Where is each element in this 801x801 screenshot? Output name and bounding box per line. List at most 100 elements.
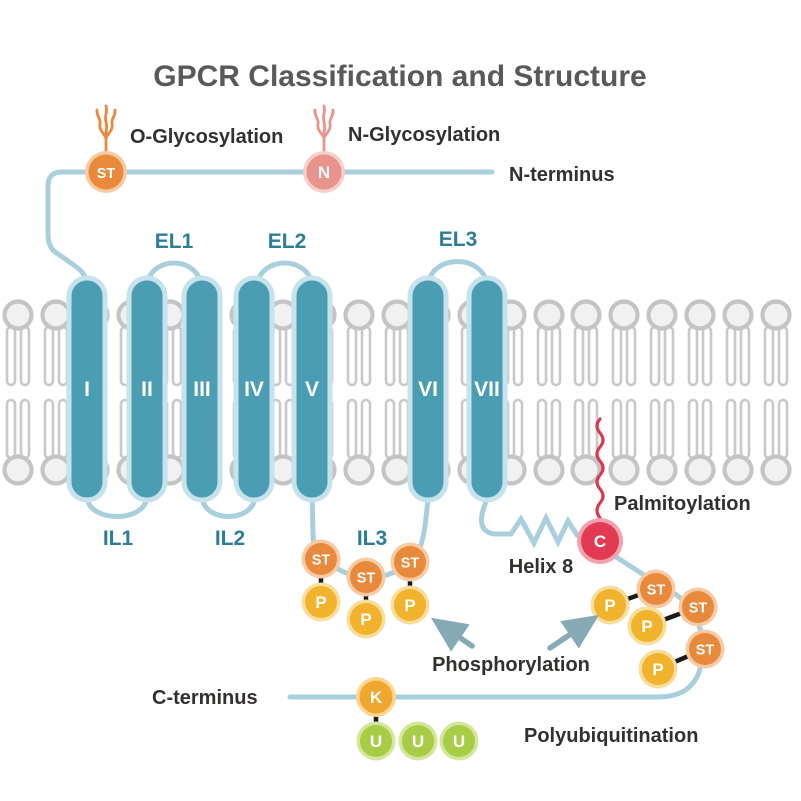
el3-loop: [425, 259, 490, 287]
membrane-inner-leaflet: [5, 400, 790, 484]
ubiquitin-2-label: U: [412, 732, 424, 751]
cterm-p-1: P: [590, 585, 630, 625]
membrane-outer-leaflet: [5, 302, 790, 386]
helix-3: [181, 275, 223, 503]
palmitoylation-label: Palmitoylation: [614, 493, 751, 515]
lipid: [611, 302, 638, 386]
phosphorylation-label: Phosphorylation: [432, 654, 590, 676]
il3-p-2-label: P: [360, 610, 371, 629]
il2-label: IL2: [215, 527, 245, 550]
cterm-st-2-label: ST: [689, 601, 708, 617]
lipid: [763, 400, 790, 484]
cterm-p-1-label: P: [604, 596, 615, 615]
n-glycan-squiggle: [313, 104, 335, 156]
lipid: [649, 302, 676, 386]
helix-4-numeral: IV: [244, 378, 264, 401]
lipid: [725, 302, 752, 386]
o-glycan-squiggle: [95, 104, 117, 156]
lipid: [5, 302, 32, 386]
lipid: [649, 400, 676, 484]
lipid: [725, 400, 752, 484]
ubiquitin-3: U: [439, 721, 479, 761]
el3-label: EL3: [439, 228, 478, 251]
cterm-p-3-label: P: [652, 660, 663, 679]
palmitoyl-c-site: C: [577, 518, 623, 564]
lipid: [611, 400, 638, 484]
helix-7: [466, 275, 508, 503]
cterm-st-2: ST: [678, 587, 718, 627]
helix-1-numeral: I: [84, 378, 90, 401]
membrane-bilayer: [5, 302, 790, 484]
lipid: [384, 400, 411, 484]
il3-p-1: P: [301, 582, 341, 622]
il3-p-3-label: P: [404, 596, 415, 615]
transmembrane-helices: I II III IV V VI VII: [66, 275, 508, 503]
lipid: [346, 400, 373, 484]
n-glycosylation-label: N-Glycosylation: [348, 124, 500, 146]
helix-2-numeral: II: [141, 378, 153, 401]
il1-loop: [84, 494, 150, 519]
helix-2: [126, 275, 168, 503]
c-terminus-label: C-terminus: [152, 687, 258, 709]
lipid: [763, 302, 790, 386]
cterm-p-2-label: P: [641, 617, 652, 636]
lipid: [43, 302, 70, 386]
residue-sites: ST N ST P ST P ST P: [85, 151, 725, 761]
il3-p-2: P: [346, 599, 386, 639]
n-glyc-n-label: N: [318, 163, 330, 182]
cterm-st-1-label: ST: [647, 583, 666, 599]
helix8-zigzag: [479, 496, 587, 549]
el2-label: EL2: [268, 230, 307, 253]
n-terminus-line: [45, 169, 495, 284]
annotation-labels: O-Glycosylation N-Glycosylation N-termin…: [103, 124, 751, 747]
il3-st-3-label: ST: [401, 556, 420, 572]
palmitoyl-c-label: C: [594, 532, 606, 551]
ubiquitin-1-label: U: [370, 732, 382, 751]
lipid: [5, 400, 32, 484]
lipid: [536, 400, 563, 484]
page-title: GPCR Classification and Structure: [153, 60, 646, 93]
cterm-st-3-label: ST: [696, 643, 715, 659]
n-glyc-n-site: N: [303, 151, 345, 193]
lipid: [43, 400, 70, 484]
lipid: [573, 302, 600, 386]
il3-st-3: ST: [390, 542, 430, 582]
palmitoyl-lipid-squiggle: [595, 417, 605, 520]
el1-label: EL1: [155, 230, 194, 253]
lipid: [687, 400, 714, 484]
cterm-p-3: P: [638, 649, 678, 689]
cterm-st-3: ST: [685, 629, 725, 669]
il3-st-2-label: ST: [357, 571, 376, 587]
ubiquitin-1: U: [356, 721, 396, 761]
lipid: [384, 302, 411, 386]
ubiquitin-3-label: U: [453, 732, 465, 751]
o-glyc-st-label: ST: [97, 166, 116, 182]
helix-5-numeral: V: [305, 378, 319, 401]
ubiquitin-2: U: [398, 721, 438, 761]
lipid: [687, 302, 714, 386]
il3-st-1-label: ST: [312, 553, 331, 569]
il3-p-3: P: [390, 585, 430, 625]
n-terminus-label: N-terminus: [509, 164, 615, 186]
cterm-p-2: P: [627, 606, 667, 646]
il3-label: IL3: [357, 527, 387, 550]
o-glyc-st-site: ST: [85, 151, 127, 193]
helix-3-numeral: III: [193, 378, 211, 401]
ubiq-k-label: K: [370, 688, 383, 707]
polyubiquitination-label: Polyubiquitination: [524, 725, 698, 747]
il2-loop: [199, 494, 258, 519]
helix-6-numeral: VI: [418, 378, 438, 401]
helix-5: [291, 275, 333, 503]
helix-8-label: Helix 8: [509, 556, 573, 578]
helix-4: [233, 275, 275, 503]
il3-st-2: ST: [346, 557, 386, 597]
cterm-st-1: ST: [636, 569, 676, 609]
lipid: [346, 302, 373, 386]
phosphorylation-arrows: [430, 614, 600, 652]
helix-7-numeral: VII: [474, 378, 500, 401]
lipid: [536, 302, 563, 386]
il3-p-1-label: P: [315, 593, 326, 612]
o-glycosylation-label: O-Glycosylation: [130, 126, 283, 148]
